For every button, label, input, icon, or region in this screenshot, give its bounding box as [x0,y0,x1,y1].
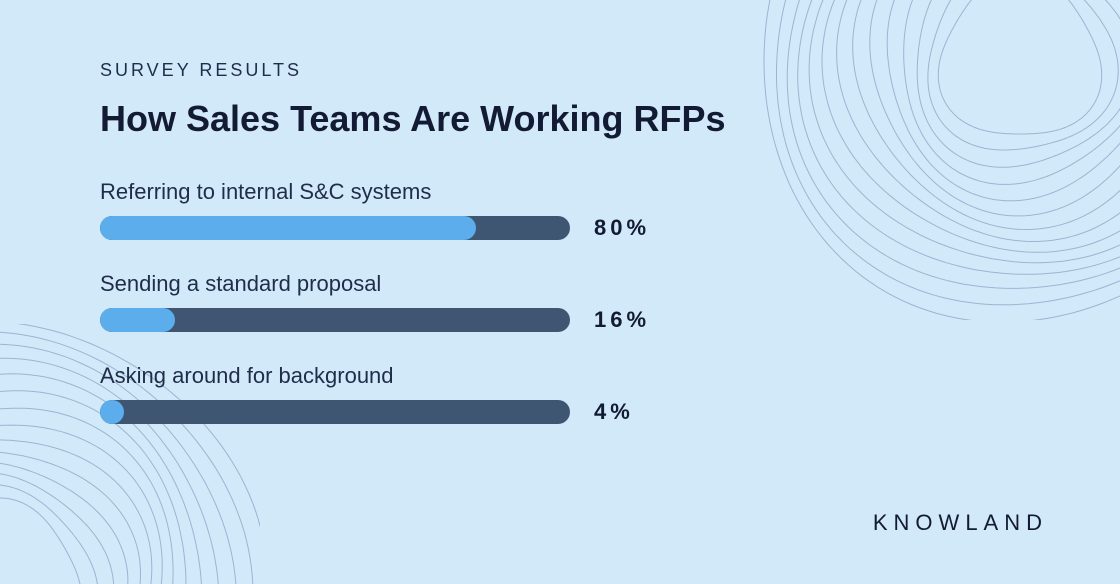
bar-value: 16% [594,307,650,333]
bar-label: Referring to internal S&C systems [100,179,1020,205]
content-area: SURVEY RESULTS How Sales Teams Are Worki… [100,60,1020,455]
bar-row: 4% [100,399,1020,425]
infographic-canvas: SURVEY RESULTS How Sales Teams Are Worki… [0,0,1120,584]
bar-label: Sending a standard proposal [100,271,1020,297]
bar-track [100,308,570,332]
bar-fill [100,400,124,424]
eyebrow-text: SURVEY RESULTS [100,60,1020,81]
brand-wordmark: KNOWLAND [873,510,1048,536]
bar-item: Asking around for background 4% [100,363,1020,425]
bar-track [100,216,570,240]
bar-row: 16% [100,307,1020,333]
page-title: How Sales Teams Are Working RFPs [100,99,1020,139]
bar-label: Asking around for background [100,363,1020,389]
bar-value: 80% [594,215,650,241]
bar-item: Sending a standard proposal 16% [100,271,1020,333]
bar-chart: Referring to internal S&C systems 80% Send… [100,179,1020,425]
bar-fill [100,308,175,332]
bar-item: Referring to internal S&C systems 80% [100,179,1020,241]
bar-row: 80% [100,215,1020,241]
bar-track [100,400,570,424]
bar-value: 4% [594,399,634,425]
bar-fill [100,216,476,240]
